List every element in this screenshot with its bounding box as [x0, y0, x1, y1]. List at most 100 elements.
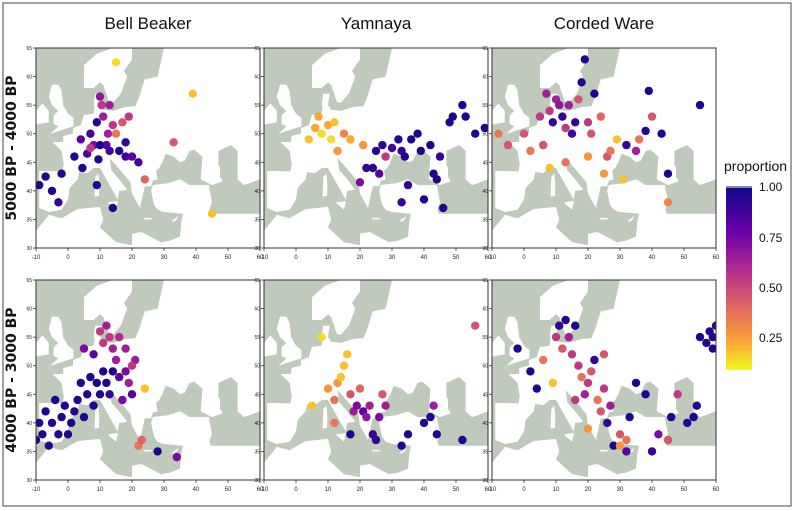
landmass-0 — [39, 48, 260, 212]
sample-point — [57, 169, 66, 178]
sample-point — [480, 123, 488, 133]
x-tick-label: 30 — [617, 255, 624, 261]
sample-point — [564, 332, 573, 342]
landmass-1 — [276, 84, 302, 134]
y-tick-label: 35 — [26, 217, 32, 223]
y-tick-label: 65 — [26, 46, 32, 52]
sample-point — [622, 435, 631, 445]
sample-point — [695, 100, 705, 110]
sample-point — [471, 129, 480, 138]
x-tick-label: 30 — [161, 255, 168, 261]
column-title-corded-ware: Corded Ware — [553, 14, 655, 33]
sample-point — [83, 390, 92, 399]
sample-point — [555, 321, 564, 330]
sample-point — [95, 92, 105, 101]
sample-point — [121, 367, 130, 376]
x-tick-label: 40 — [421, 487, 428, 493]
landmass-11 — [627, 216, 635, 222]
sample-point — [692, 401, 701, 410]
landmass-5 — [607, 179, 668, 214]
x-tick-label: 10 — [553, 255, 560, 261]
map-panel-r1-c0: -10 0 10 20 30 40 50 60 30 35 40 45 50 55 60 65 — [26, 278, 264, 493]
y-tick-label: 35 — [254, 449, 260, 455]
landmass-1 — [48, 84, 74, 134]
y-tick-label: 65 — [254, 46, 260, 52]
y-tick-label: 40 — [482, 421, 488, 427]
y-tick-label: 60 — [482, 307, 488, 313]
y-tick-label: 35 — [482, 449, 488, 455]
sample-point — [99, 112, 108, 121]
y-tick-label: 60 — [254, 75, 260, 81]
sample-point — [127, 152, 137, 161]
sample-point — [439, 203, 448, 213]
sample-point — [599, 350, 609, 359]
sample-point — [95, 140, 105, 150]
sample-point — [583, 152, 593, 161]
x-tick-label: 20 — [129, 255, 136, 261]
caspian-sea — [218, 382, 241, 440]
map-panel-r0-c2: -10 0 10 20 30 40 50 60 30 35 40 45 50 55 60 65 — [482, 46, 720, 261]
y-tick-label: 50 — [254, 364, 260, 370]
x-tick-label: 30 — [161, 487, 168, 493]
sample-point — [387, 143, 397, 153]
sample-point — [458, 100, 467, 110]
sample-point — [622, 140, 631, 150]
sample-point — [304, 135, 313, 144]
x-tick-label: 50 — [681, 255, 688, 261]
x-tick-label: 50 — [453, 487, 460, 493]
sample-point — [526, 146, 535, 156]
landmass-2 — [492, 103, 505, 125]
x-tick-label: -10 — [488, 487, 497, 493]
sample-point — [558, 112, 567, 121]
sample-point — [413, 129, 422, 138]
sample-point — [368, 163, 377, 173]
sample-point — [79, 344, 89, 353]
panel-border — [35, 47, 261, 249]
y-tick-label: 45 — [482, 392, 488, 398]
sample-point — [571, 321, 580, 330]
x-tick-label: 10 — [97, 487, 104, 493]
landmass-3 — [540, 48, 588, 103]
x-tick-label: 40 — [649, 487, 656, 493]
sample-point — [689, 412, 698, 422]
y-tick-label: 60 — [254, 307, 260, 313]
sample-point — [397, 441, 406, 450]
sample-point — [641, 390, 650, 399]
x-tick-label: 30 — [617, 487, 624, 493]
y-tick-label: 30 — [254, 246, 260, 252]
sample-point — [471, 321, 480, 330]
y-tick-label: 35 — [26, 449, 32, 455]
legend-title: proportion — [724, 158, 788, 174]
y-tick-label: 30 — [482, 478, 488, 484]
sample-point — [70, 407, 79, 416]
y-tick-label: 50 — [26, 364, 32, 370]
y-tick-label: 65 — [26, 278, 32, 284]
sample-point — [115, 146, 124, 156]
x-tick-label: 60 — [713, 487, 720, 493]
sample-point — [577, 78, 586, 87]
sample-point — [381, 401, 390, 410]
sample-point — [609, 441, 618, 450]
sample-point — [711, 321, 716, 330]
sample-point — [494, 129, 503, 138]
sample-point — [394, 135, 403, 144]
sample-point — [44, 441, 53, 450]
y-tick-label: 55 — [26, 335, 32, 341]
panel-border — [263, 47, 489, 249]
sample-point — [435, 152, 445, 161]
legend-label-100: 1.00 — [759, 180, 783, 194]
sample-point — [327, 135, 336, 144]
sample-point — [311, 123, 320, 133]
landmass-11 — [171, 448, 179, 454]
x-tick-label: 50 — [681, 487, 688, 493]
sample-point — [548, 378, 557, 388]
sample-point — [647, 447, 657, 456]
landmass-1 — [276, 316, 302, 366]
sample-point — [36, 180, 44, 190]
landmass-11 — [171, 216, 179, 222]
sample-point — [105, 146, 114, 156]
panels-group: -10 0 10 20 30 40 50 60 30 35 40 45 50 55 60 65 -10 0 10 20… — [26, 46, 720, 493]
sample-point — [429, 401, 438, 410]
y-tick-label: 45 — [254, 160, 260, 166]
